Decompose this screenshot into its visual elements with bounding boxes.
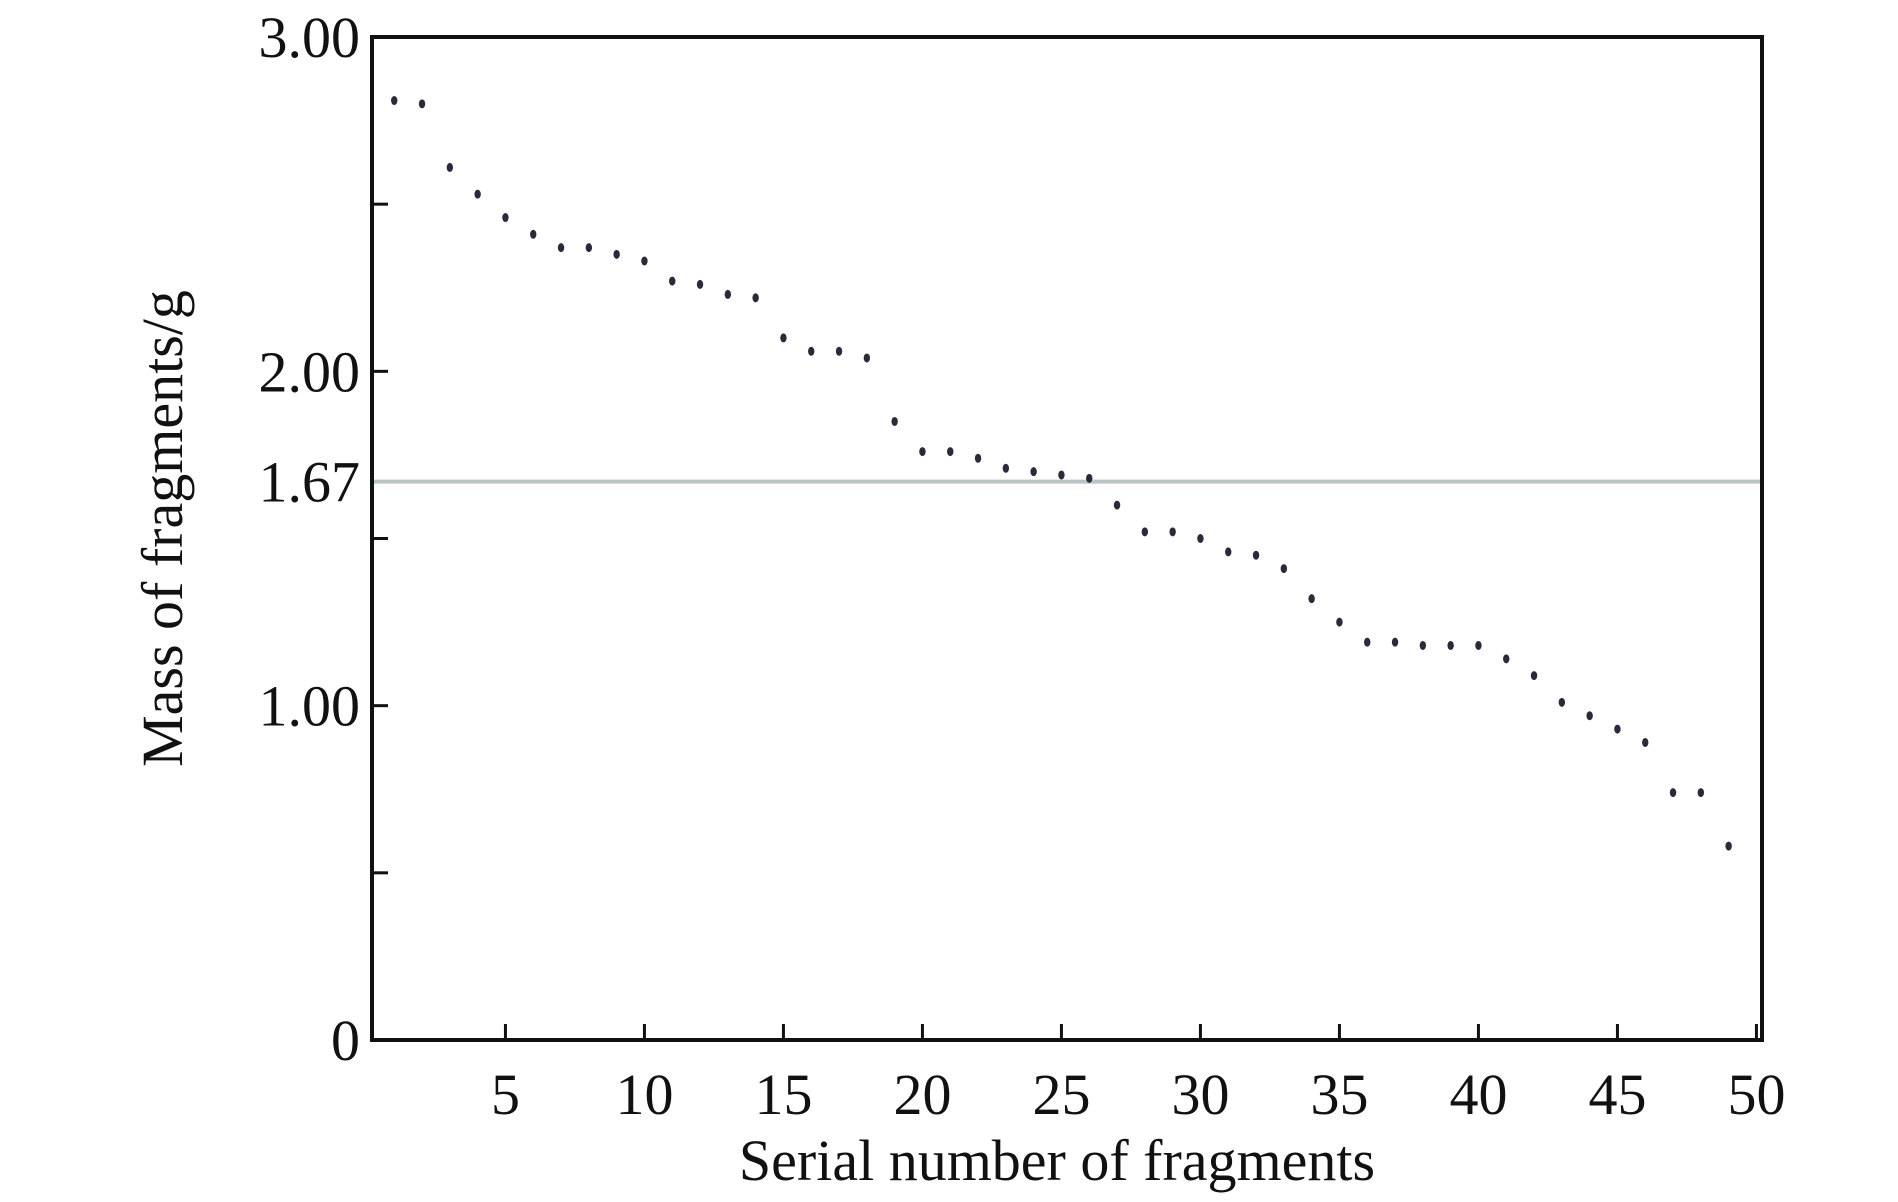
data-point [891,416,898,426]
data-point [1252,550,1260,560]
data-point [1197,534,1204,543]
data-point [947,447,954,457]
data-point [1002,463,1010,473]
data-point [1503,654,1510,664]
data-point [1169,527,1176,537]
data-point [1086,473,1093,483]
y-tick-label: 0 [331,1008,360,1073]
data-point [1364,637,1371,647]
data-point [1419,640,1427,650]
x-tick-label: 45 [1588,1062,1646,1127]
data-point [1586,711,1593,721]
x-tick-label: 30 [1171,1062,1229,1127]
x-axis: 5 10 15 20 25 30 35 40 45 50 [491,1024,1785,1127]
data-point [1725,841,1732,851]
y-axis: 0 1.00 1.67 2.00 3.00 [259,5,388,1073]
data-point [1447,640,1454,650]
data-point [780,333,787,343]
y-tick-label: 3.00 [259,5,361,70]
x-tick-label: 15 [754,1062,812,1127]
data-point [669,276,676,286]
x-tick-label: 40 [1449,1062,1507,1127]
data-point [696,279,704,289]
data-point [502,213,509,223]
x-axis-title: Serial number of fragments [739,1128,1375,1193]
data-point [1669,788,1677,798]
data-point [1113,500,1121,510]
data-point [641,256,648,266]
y-tick-label: 1.00 [259,674,361,739]
data-point [974,453,982,463]
data-point [391,96,398,106]
data-point [613,249,620,259]
data-point [752,293,759,303]
data-point [1280,564,1288,574]
data-point [585,243,593,253]
data-point [1475,640,1482,650]
data-point [1030,467,1037,477]
data-point [557,243,565,253]
data-point [446,162,454,172]
data-point [1558,697,1566,707]
x-tick-label: 5 [491,1062,520,1127]
data-point [1614,724,1621,734]
x-tick-label: 20 [893,1062,951,1127]
data-point [1642,737,1649,747]
x-tick-label: 50 [1727,1062,1785,1127]
data-point [1058,470,1065,480]
data-point [1308,594,1315,604]
data-point [919,447,926,457]
data-point [1225,547,1232,557]
y-axis-title: Mass of fragments/g [130,290,195,767]
y-tick-label: 1.67 [259,450,361,515]
data-point [1530,671,1538,681]
data-point [724,289,732,299]
data-point [530,229,537,239]
data-point [808,346,815,356]
data-point [863,353,871,363]
data-point [1141,527,1149,537]
x-tick-label: 35 [1310,1062,1368,1127]
y-tick-label: 2.00 [259,339,361,404]
data-point [1336,617,1343,627]
data-points [391,96,1732,851]
x-tick-label: 10 [615,1062,673,1127]
data-point [1391,637,1399,647]
data-point [474,189,481,199]
data-point [1697,788,1705,798]
data-point [418,99,426,109]
plot-frame [370,35,1764,1042]
x-tick-label: 25 [1032,1062,1090,1127]
data-point [835,346,843,356]
